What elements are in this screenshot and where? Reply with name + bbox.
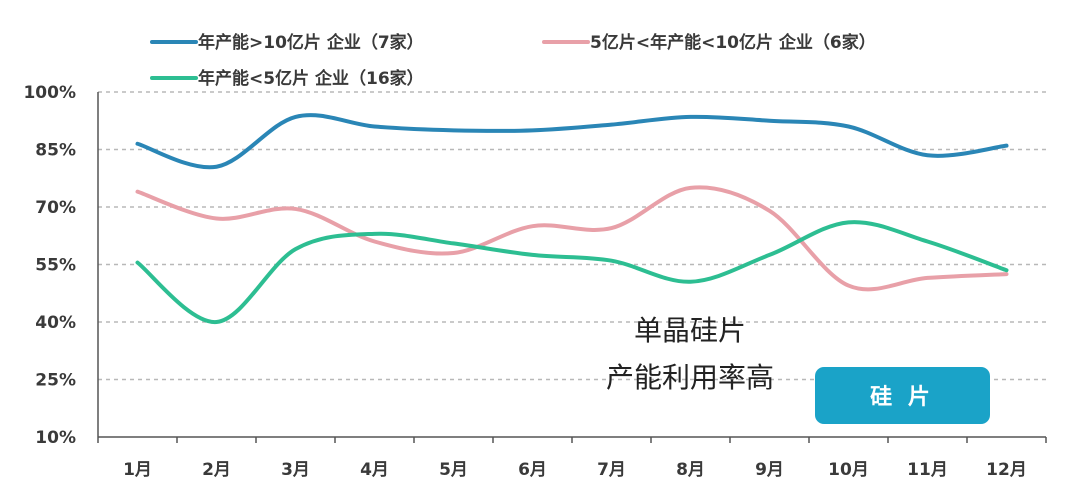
y-tick-label: 55% — [35, 256, 76, 276]
series-line-small-capacity — [135, 220, 1009, 324]
x-tick-label: 11月 — [907, 460, 948, 480]
annotation-line-2: 产能利用率高 — [606, 361, 774, 394]
grid — [98, 91, 1046, 381]
y-tick-label: 40% — [35, 313, 76, 333]
badge-label: 硅 片 — [870, 385, 934, 410]
annotation-line-1: 单晶硅片 — [634, 314, 746, 347]
y-tick-label: 70% — [35, 198, 76, 218]
x-tick-label: 1月 — [123, 460, 152, 480]
axes: 10% 25% 40% 55% 70% 85% 100% 1月 2月 3月 4月 5月 6月 7月 8月 9月… — [23, 83, 1047, 480]
x-tick-label: 3月 — [281, 460, 310, 480]
series-lines — [135, 113, 1009, 324]
y-tick-label: 10% — [35, 428, 76, 448]
legend-label-mid-capacity: 5亿片<年产能<10亿片 企业（6家） — [590, 32, 876, 53]
legend: 年产能>10亿片 企业（7家） 5亿片<年产能<10亿片 企业（6家） 年产能<… — [150, 32, 876, 89]
legend-item-large-capacity: 年产能>10亿片 企业（7家） — [150, 32, 424, 53]
y-tick-label: 85% — [35, 141, 76, 161]
x-tick-label: 4月 — [360, 460, 389, 480]
x-tick-label: 5月 — [439, 460, 468, 480]
x-tick-label: 12月 — [986, 460, 1027, 480]
legend-label-small-capacity: 年产能<5亿片 企业（16家） — [198, 68, 424, 89]
category-badge: 硅 片 — [815, 367, 990, 424]
series-line-mid-capacity — [135, 185, 1009, 292]
legend-label-large-capacity: 年产能>10亿片 企业（7家） — [198, 32, 424, 53]
x-tick-label: 10月 — [828, 460, 869, 480]
x-tick-label: 8月 — [676, 460, 705, 480]
legend-item-mid-capacity: 5亿片<年产能<10亿片 企业（6家） — [542, 32, 876, 53]
badge-background — [815, 367, 990, 424]
x-tick-label: 9月 — [755, 460, 784, 480]
series-line-large-capacity — [135, 113, 1009, 170]
x-tick-label: 7月 — [597, 460, 626, 480]
y-tick-label: 25% — [35, 371, 76, 391]
x-tick-label: 6月 — [518, 460, 547, 480]
x-tick-label: 2月 — [202, 460, 231, 480]
legend-item-small-capacity: 年产能<5亿片 企业（16家） — [150, 68, 424, 89]
y-tick-label: 100% — [23, 83, 76, 103]
